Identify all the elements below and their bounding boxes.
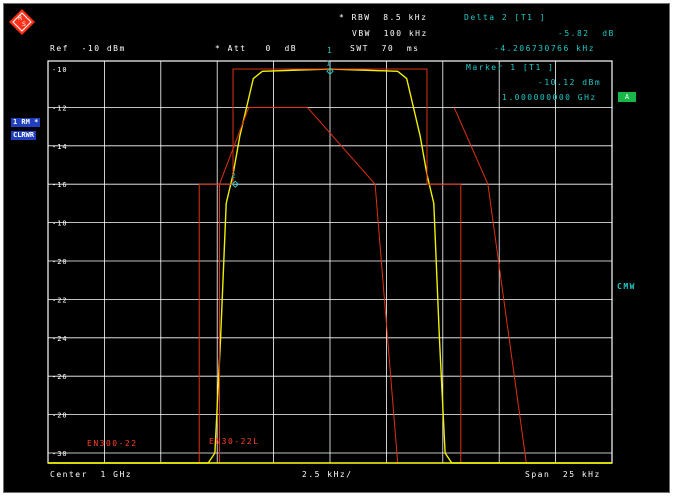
center-frequency-readout: Center 1 GHz	[50, 470, 133, 479]
y-tick-label: -18	[52, 220, 68, 228]
y-tick-label: -14	[52, 143, 68, 151]
marker-1-flag: 1	[327, 46, 334, 55]
limit-line-inner-right	[453, 107, 527, 464]
limit-label-outer: EN300-22	[87, 439, 138, 448]
marker-1-symbol	[326, 67, 334, 76]
marker-1-label: 1	[326, 59, 330, 67]
detector-label: CMW	[617, 282, 636, 291]
y-tick-label: -22	[52, 296, 68, 304]
svg-text:R: R	[18, 15, 22, 22]
trace-mode-label[interactable]: CLRWR	[11, 131, 37, 140]
y-tick-label: -16	[52, 181, 68, 189]
y-tick-label: -28	[52, 412, 68, 420]
division-readout: 2.5 kHz/	[302, 470, 353, 479]
delta-title: Delta 2 [T1 ]	[464, 13, 547, 22]
swt-readout: SWT 70 ms	[350, 44, 420, 53]
y-tick-label: -30	[52, 450, 68, 458]
marker-2-symbol	[231, 180, 239, 188]
y-tick-label: -26	[52, 373, 68, 381]
ref-level-readout: Ref -10 dBm	[50, 44, 126, 53]
marker-info-button[interactable]: A	[618, 92, 636, 102]
attenuation-readout: * Att 0 dB	[215, 44, 298, 53]
marker-1-title: Marker 1 [T1 ]	[466, 63, 555, 72]
svg-text:S: S	[22, 21, 26, 28]
y-tick-label: -20	[52, 258, 68, 266]
span-readout: Span 25 kHz	[525, 470, 601, 479]
marker-1-frequency-value: 1.000000000 GHz	[502, 93, 597, 102]
delta-frequency-value: -4.206730766 kHz	[494, 44, 596, 53]
vbw-readout: VBW 100 kHz	[352, 29, 428, 38]
limit-line-inner-left	[219, 106, 399, 464]
limit-label-inner: EN30-22L	[209, 437, 260, 446]
marker-2-label: 2	[231, 172, 235, 180]
rbw-readout: * RBW 8.5 kHz	[339, 13, 428, 22]
y-tick-label: -24	[52, 335, 68, 343]
y-tick-label: -12	[52, 104, 68, 112]
y-tick-label: -10	[52, 66, 68, 74]
trace-1-label[interactable]: 1 RM *	[11, 118, 41, 127]
delta-level-value: -5.82 dB	[558, 29, 615, 38]
marker-1-level-value: -10.12 dBm	[538, 78, 602, 87]
rohde-schwarz-logo-icon: R S	[9, 9, 35, 35]
analyzer-display	[3, 3, 670, 493]
